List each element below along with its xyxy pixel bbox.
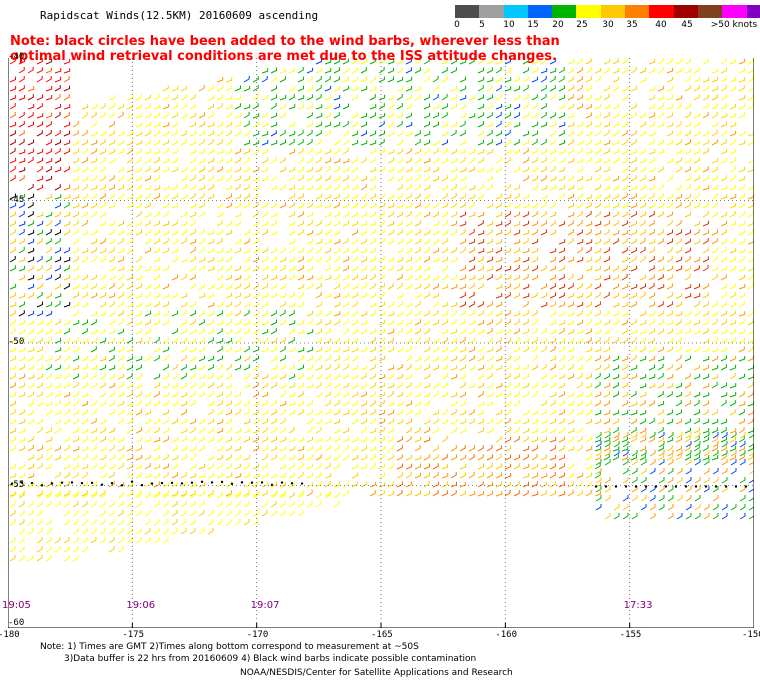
time-label: 19:06 [126, 600, 156, 611]
legend-label: 45 [681, 20, 693, 30]
legend-label: 15 [527, 20, 539, 30]
legend-swatch [625, 5, 650, 18]
axis-ticks [8, 623, 754, 628]
latitude-tick-label: -45 [8, 194, 25, 205]
legend-swatch [576, 5, 601, 18]
legend-labels: 0 5 10 15 20 25 30 35 40 45 >50 knots [454, 18, 760, 30]
legend-swatch [552, 5, 577, 18]
legend-label: 10 [503, 20, 515, 30]
legend-label: 20 [552, 20, 564, 30]
footer-credit: NOAA/NESDIS/Center for Satellite Applica… [240, 668, 513, 678]
legend-label: 30 [602, 20, 614, 30]
longitude-tick-label: -180 [0, 630, 20, 640]
longitude-tick-label: -150 [742, 630, 760, 640]
legend-label: 5 [479, 20, 485, 30]
footer-note-line-2: 3)Data buffer is 22 hrs from 20160609 4)… [64, 654, 477, 664]
legend-swatch [503, 5, 528, 18]
legend-swatch [697, 5, 723, 18]
legend-swatch [600, 5, 626, 18]
time-label: 19:05 [2, 600, 31, 611]
legend-label: 40 [655, 20, 667, 30]
legend-swatch [479, 5, 504, 18]
lat-lon-grid [8, 58, 754, 628]
wind-swaths [9, 58, 754, 562]
wind-speed-legend: 0 5 10 15 20 25 30 35 40 45 >50 knots [454, 5, 760, 30]
latitude-tick-label: -50 [8, 337, 25, 347]
latitude-tick-label: -55 [8, 479, 25, 490]
footer-note-line-1: Note: 1) Times are GMT 2)Times along bot… [40, 642, 419, 652]
time-label: 17:33 [623, 600, 653, 611]
time-label: 19:07 [250, 600, 280, 611]
longitude-tick-label: -160 [495, 630, 518, 640]
latitude-tick-label: -40 [8, 52, 25, 62]
legend-swatch [746, 5, 760, 18]
latitude-tick-label: -60 [8, 618, 25, 628]
legend-swatch [649, 5, 674, 18]
legend-label: >50 knots [710, 20, 758, 30]
legend-swatch [527, 5, 553, 18]
contamination-note-line-1: Note: black circles have been added to t… [10, 34, 560, 49]
legend-label: 0 [454, 20, 460, 30]
legend-color-bar [455, 5, 760, 18]
map-title: Rapidscat Winds(12.5KM) 20160609 ascendi… [40, 9, 319, 22]
legend-swatch [673, 5, 698, 18]
contamination-note-line-2: optimal wind retrieval conditions are me… [10, 49, 557, 64]
legend-label: 25 [576, 20, 588, 30]
longitude-tick-label: -165 [371, 630, 393, 640]
legend-label: 35 [626, 20, 638, 30]
wind-barb-map [8, 58, 754, 628]
longitude-tick-label: -155 [619, 630, 642, 640]
longitude-tick-label: -170 [246, 630, 269, 640]
legend-swatch [722, 5, 747, 18]
longitude-tick-label: -175 [122, 630, 145, 640]
legend-swatch [455, 5, 480, 18]
